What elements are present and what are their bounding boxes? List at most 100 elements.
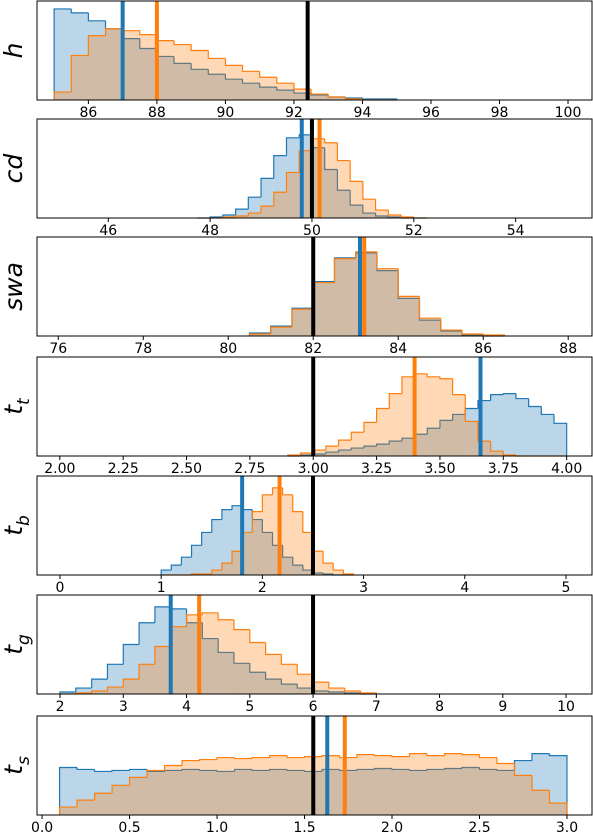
histogram-bin: [139, 664, 155, 694]
histogram-step: [528, 398, 542, 408]
histogram-step: [322, 573, 334, 575]
histogram-bin: [270, 327, 292, 336]
histogram-bin: [398, 298, 420, 336]
histogram-step: [388, 393, 402, 409]
histogram-bin: [313, 691, 329, 694]
histogram-bin: [123, 679, 140, 694]
histogram-step: [170, 564, 182, 571]
histogram-bin: [528, 406, 542, 456]
x-tick-label: 48: [201, 223, 219, 239]
histogram-step: [356, 754, 375, 758]
histogram-step: [312, 674, 329, 683]
histogram-step: [310, 89, 329, 95]
histogram-bin: [242, 71, 260, 100]
histogram-step: [327, 94, 346, 98]
histogram-step: [201, 612, 219, 615]
histogram-bin: [182, 760, 200, 815]
histogram-step: [75, 687, 92, 693]
histogram-step: [241, 65, 260, 72]
histogram-step: [224, 74, 243, 80]
histogram-bin: [261, 206, 274, 218]
histogram-step: [87, 35, 106, 56]
histogram-bin: [328, 688, 345, 694]
x-tick-label: 94: [354, 105, 372, 121]
histogram-step: [260, 205, 274, 214]
histogram-bin: [218, 652, 234, 694]
histogram-bin: [170, 608, 187, 694]
histogram-step: [298, 150, 312, 173]
x-tick-label: 4: [460, 580, 469, 596]
histogram-step: [452, 413, 466, 421]
histogram-bin: [276, 90, 294, 100]
histogram-step: [502, 393, 516, 395]
histogram-bin: [191, 69, 209, 100]
histogram-bin: [211, 570, 222, 575]
histogram-bin: [154, 646, 171, 694]
histogram-bin: [452, 414, 466, 456]
histogram-step: [201, 622, 219, 640]
histogram-step: [249, 663, 266, 673]
histogram-bin: [218, 619, 234, 694]
histogram-bin: [181, 557, 192, 575]
histogram-bin: [265, 654, 282, 694]
axes-frame: [36, 715, 593, 816]
x-tick-label: 10: [557, 699, 575, 715]
histogram-step: [338, 755, 358, 759]
histogram-bin: [208, 58, 226, 100]
histogram-step: [138, 622, 155, 645]
histogram-bin: [376, 444, 390, 456]
histogram-bin: [139, 48, 157, 100]
histogram-step: [93, 769, 113, 773]
histogram-bin: [217, 771, 235, 815]
x-tick-label: 6: [309, 699, 318, 715]
x-tick-label: 1: [157, 580, 166, 596]
histogram-step: [106, 686, 124, 692]
x-tick-label: 0.5: [118, 820, 140, 834]
histogram-bin: [248, 213, 262, 218]
x-tick-label: 3.00: [298, 461, 329, 477]
histogram-bin: [191, 545, 202, 575]
histogram-bin: [337, 190, 351, 218]
histogram-bin: [311, 94, 329, 100]
histogram-step: [408, 769, 428, 772]
histogram-step: [154, 645, 171, 665]
histogram-bin: [54, 92, 72, 100]
histogram-bin: [337, 160, 351, 218]
histogram-step: [146, 769, 165, 778]
y-axis-symbol: t: [0, 644, 28, 655]
histogram-step: [286, 769, 305, 772]
histogram-step: [163, 764, 183, 771]
histogram-bin: [59, 767, 78, 815]
histogram-bin: [496, 770, 515, 815]
histogram-step: [531, 775, 550, 791]
histogram-step: [173, 40, 192, 46]
histogram-bin: [323, 563, 334, 575]
histogram-bin: [333, 570, 344, 575]
histogram-bin: [272, 545, 283, 575]
panel: 2 3 4 5 6 7 8 9 10 tg: [0, 594, 593, 715]
histogram-step: [490, 441, 504, 452]
x-tick-label: 92: [285, 105, 303, 121]
histogram-step: [59, 691, 76, 694]
histogram-step: [233, 768, 253, 772]
histogram-step: [251, 511, 263, 533]
histogram-step: [128, 776, 148, 786]
histogram-step: [216, 756, 235, 760]
histogram-bin: [514, 775, 532, 815]
histogram-step: [293, 83, 312, 90]
histogram-step: [540, 406, 554, 416]
histogram-step: [478, 767, 497, 771]
histogram-bin: [129, 769, 148, 815]
histogram-step: [221, 562, 233, 571]
histogram-step: [426, 373, 440, 378]
histogram-bin: [252, 770, 270, 815]
histogram-bin: [71, 55, 89, 100]
histogram-step: [248, 333, 271, 336]
x-tick-label: 88: [559, 341, 577, 357]
histogram-bin: [276, 83, 294, 100]
histogram-bin: [313, 282, 335, 336]
histogram-bin: [297, 674, 314, 694]
histogram-bin: [479, 757, 497, 815]
histogram-bin: [54, 8, 72, 101]
histogram-step: [350, 431, 364, 441]
